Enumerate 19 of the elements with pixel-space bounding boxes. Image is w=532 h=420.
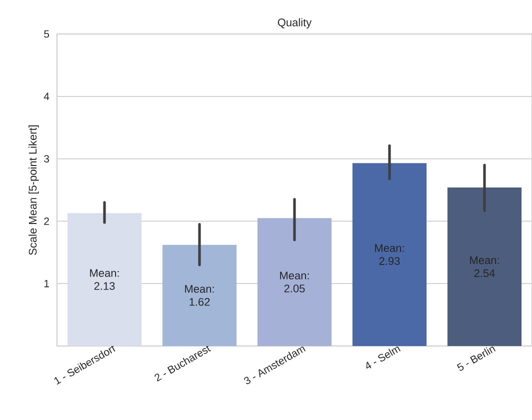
bar [67,213,142,346]
y-tick-label: 1 [44,280,49,288]
x-tick-label: 4 - Selm [366,346,401,369]
data-label: Mean: 2.13 [90,269,119,290]
bar [447,188,522,346]
data-label: Mean: 2.54 [470,256,499,278]
y-tick-label: 2 [44,218,49,225]
chart-title: Quality [278,18,312,28]
data-label: Mean: 1.62 [185,285,214,306]
bar [257,218,332,346]
bar [352,163,427,346]
data-label: Mean: 2.93 [375,244,404,265]
y-axis-title: Scale Mean [5-point Likert] [28,125,39,255]
y-tick-label: 4 [44,92,50,100]
data-label: Mean: 2.05 [280,272,309,292]
y-tick-label: 5 [44,30,50,38]
bar [162,244,237,346]
x-tick-label: 5 - Berlin [456,346,496,371]
y-tick-label: 3 [44,155,50,163]
